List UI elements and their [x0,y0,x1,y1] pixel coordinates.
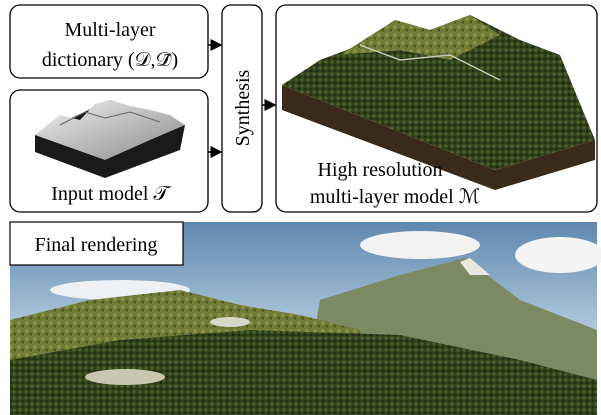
input-label: Input model 𝒯 [51,183,171,205]
dictionary-line: dictionary (𝒟,𝒟̃) [42,49,178,71]
output-terrain [282,15,595,190]
dictionary-box [9,4,209,79]
input-terrain [35,100,185,178]
output-line: multi-layer model ℳ [310,186,480,208]
synthesis-box [221,4,263,213]
input-box [9,89,209,213]
synthesis-label: Synthesis [232,69,254,146]
rendering-image [10,222,601,415]
rendering-label-box [9,221,184,266]
output-line: High resolution [318,159,443,181]
dictionary-line: Multi-layer [64,19,155,41]
rendering-label: Final rendering [35,234,158,256]
